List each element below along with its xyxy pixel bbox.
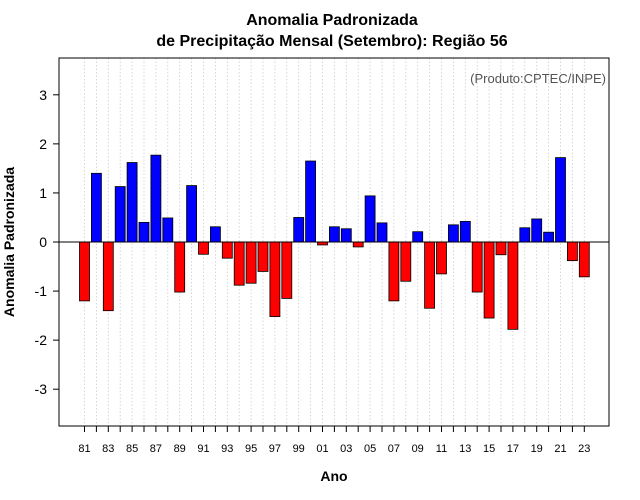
bar-1995 — [245, 241, 257, 284]
y-tick-label: 2 — [39, 136, 47, 152]
bar-1988 — [162, 217, 174, 243]
y-tick-label: -1 — [35, 283, 48, 299]
x-tick-label: 13 — [459, 443, 471, 455]
bar-1991 — [198, 241, 209, 255]
x-tick-label: 89 — [174, 443, 186, 455]
bar-2006 — [376, 222, 388, 243]
bar-1993 — [221, 241, 233, 259]
bar-2022 — [567, 241, 578, 262]
bar-2017 — [507, 241, 519, 330]
x-tick-label: 85 — [126, 443, 138, 455]
x-tick-label: 93 — [221, 443, 233, 455]
x-tick-label: 83 — [102, 443, 114, 455]
bar-2014 — [471, 241, 483, 293]
bar-2020 — [543, 231, 554, 243]
bar-1981 — [79, 241, 90, 302]
bar-1985 — [126, 162, 138, 243]
bar-2005 — [364, 195, 376, 243]
bar-1997 — [269, 241, 281, 317]
y-tick-label: 0 — [39, 234, 47, 250]
chart-title: Anomalia Padronizada — [246, 12, 418, 29]
bar-2013 — [459, 220, 471, 243]
chart-subtitle: de Precipitação Mensal (Setembro): Regiã… — [156, 33, 507, 50]
x-axis-label: Ano — [320, 468, 347, 484]
bar-2007 — [388, 241, 400, 302]
x-tick-label: 07 — [388, 443, 400, 455]
x-axis: 81 83 85 87 89 91 93 95 97 99 01 03 05 07 09 11 13 15 17 19… — [78, 426, 590, 455]
x-tick-label: 17 — [507, 443, 519, 455]
x-tick-label: 21 — [554, 443, 566, 455]
y-tick-label: -2 — [35, 332, 48, 348]
credit-label: (Produto:CPTEC/INPE) — [470, 71, 606, 86]
bar-2023 — [578, 241, 590, 278]
bar-2019 — [531, 218, 543, 243]
bar-2003 — [340, 228, 352, 243]
bar-2008 — [400, 241, 412, 282]
x-tick-label: 97 — [269, 443, 281, 455]
x-tick-label: 91 — [197, 443, 209, 455]
y-axis: -3 -2 -1 0 1 2 3 — [35, 87, 59, 397]
y-tick-label: -3 — [35, 381, 48, 397]
bar-1996 — [257, 241, 269, 272]
bar-2015 — [483, 241, 495, 319]
bar-2010 — [424, 241, 436, 309]
bar-1989 — [174, 241, 186, 293]
bar-2018 — [519, 227, 531, 243]
x-tick-label: 81 — [78, 443, 90, 455]
bar-2009 — [412, 231, 424, 243]
bar-1990 — [186, 185, 198, 243]
x-tick-label: 23 — [578, 443, 590, 455]
x-tick-label: 95 — [245, 443, 257, 455]
y-tick-label: 1 — [39, 185, 47, 201]
x-tick-label: 09 — [412, 443, 424, 455]
x-tick-label: 11 — [436, 443, 447, 455]
x-tick-label: 05 — [364, 443, 376, 455]
x-tick-label: 03 — [340, 443, 352, 455]
bar-1999 — [293, 217, 305, 243]
bar-2021 — [555, 157, 566, 243]
bar-1986 — [138, 221, 150, 243]
bar-1983 — [102, 241, 114, 312]
bar-2004 — [352, 241, 364, 248]
y-axis-label: Anomalia Padronizada — [1, 167, 17, 317]
bar-1994 — [233, 241, 245, 286]
bar-1984 — [114, 186, 126, 243]
y-tick-label: 3 — [39, 87, 47, 103]
x-tick-label: 19 — [531, 443, 543, 455]
bar-2012 — [447, 224, 459, 243]
bar-1987 — [150, 154, 162, 243]
bar-2002 — [328, 226, 340, 243]
bar-2016 — [495, 241, 507, 256]
x-tick-label: 01 — [316, 443, 328, 455]
bar-2011 — [436, 241, 447, 275]
x-tick-label: 99 — [293, 443, 305, 455]
bar-1982 — [91, 172, 102, 243]
x-tick-label: 15 — [483, 443, 495, 455]
bar-1992 — [209, 226, 221, 243]
bar-2000 — [305, 160, 317, 243]
x-tick-label: 87 — [150, 443, 162, 455]
bar-1998 — [281, 241, 293, 299]
